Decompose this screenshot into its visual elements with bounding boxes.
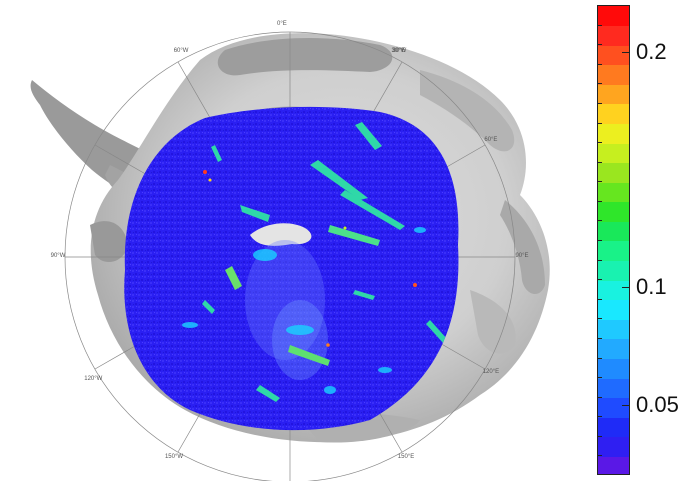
colorbar-segment <box>598 201 629 222</box>
radar-coverage <box>124 106 459 431</box>
colorbar-segment <box>598 143 629 164</box>
colorbar-major-tick <box>622 404 630 406</box>
colorbar-segment <box>598 45 629 66</box>
graticule-label: 90°E <box>515 253 528 259</box>
colorbar-segment <box>598 456 629 474</box>
colorbar-minor-tick <box>597 455 602 457</box>
colorbar-segment <box>598 25 629 46</box>
colorbar-tick-label: 0.1 <box>636 274 667 299</box>
colorbar-minor-tick <box>597 337 602 339</box>
colorbar-segment <box>598 84 629 105</box>
colorbar-tick-label: 0.05 <box>636 391 679 417</box>
colorbar <box>597 5 630 475</box>
colorbar-segment <box>598 436 629 457</box>
colorbar-minor-tick <box>597 220 602 222</box>
graticule-label: 120°E <box>483 369 499 375</box>
colorbar-minor-tick <box>597 200 602 202</box>
colorbar-segment <box>598 221 629 242</box>
colorbar-segment <box>598 378 629 399</box>
colorbar-minor-tick <box>597 259 602 261</box>
colorbar-minor-tick <box>597 24 602 26</box>
colorbar-major-tick <box>622 287 630 288</box>
colorbar-segment <box>598 182 629 203</box>
colorbar-segment <box>598 162 629 183</box>
colorbar-segment <box>598 241 629 262</box>
colorbar-minor-tick <box>597 83 602 85</box>
colorbar-minor-tick <box>597 63 602 65</box>
colorbar-segment <box>598 103 629 124</box>
colorbar-segment <box>598 64 629 85</box>
colorbar-minor-tick <box>597 435 602 437</box>
colorbar-minor-tick <box>597 416 602 418</box>
graticule-label: 120°W <box>84 376 102 382</box>
colorbar-segment <box>598 280 629 301</box>
graticule-label: 90°W <box>51 253 66 259</box>
graticule-label: 30°W <box>392 48 407 54</box>
colorbar-segment <box>598 338 629 359</box>
graticule-labels: 30°W60°W90°W120°W150°W180°E150°E120°E90°… <box>51 21 529 460</box>
colorbar-minor-tick <box>597 44 602 46</box>
colorbar-minor-tick <box>597 279 602 281</box>
colorbar-segment <box>598 123 629 144</box>
colorbar-segment <box>598 417 629 438</box>
colorbar-minor-tick <box>597 357 602 359</box>
colorbar-minor-tick <box>597 318 602 320</box>
graticule-label: 150°E <box>398 454 414 460</box>
colorbar-minor-tick <box>597 181 602 183</box>
antarctica-map: 30°W60°W90°W120°W150°W180°E150°E120°E90°… <box>30 21 550 481</box>
graticule-label: 150°W <box>165 454 183 460</box>
colorbar-minor-tick <box>597 122 602 124</box>
graticule-label: 30°E <box>392 48 405 54</box>
colorbar-segment <box>598 6 629 27</box>
colorbar-major-tick <box>622 52 630 53</box>
colorbar-minor-tick <box>597 161 602 163</box>
graticule-label: 60°E <box>484 137 497 143</box>
colorbar-segment <box>598 299 629 320</box>
colorbar-minor-tick <box>597 240 602 241</box>
colorbar-minor-tick <box>597 377 602 379</box>
colorbar-segment <box>598 260 629 281</box>
colorbar-minor-tick <box>597 298 602 300</box>
colorbar-segment <box>598 397 629 418</box>
colorbar-minor-tick <box>597 396 602 398</box>
graticule-label: 0°E <box>277 21 287 27</box>
colorbar-tick-label: 0.2 <box>636 39 667 64</box>
colorbar-segment <box>598 319 629 340</box>
colorbar-segment <box>598 358 629 379</box>
colorbar-minor-tick <box>597 142 602 144</box>
colorbar-minor-tick <box>597 102 602 104</box>
graticule-label: 60°W <box>174 48 189 54</box>
